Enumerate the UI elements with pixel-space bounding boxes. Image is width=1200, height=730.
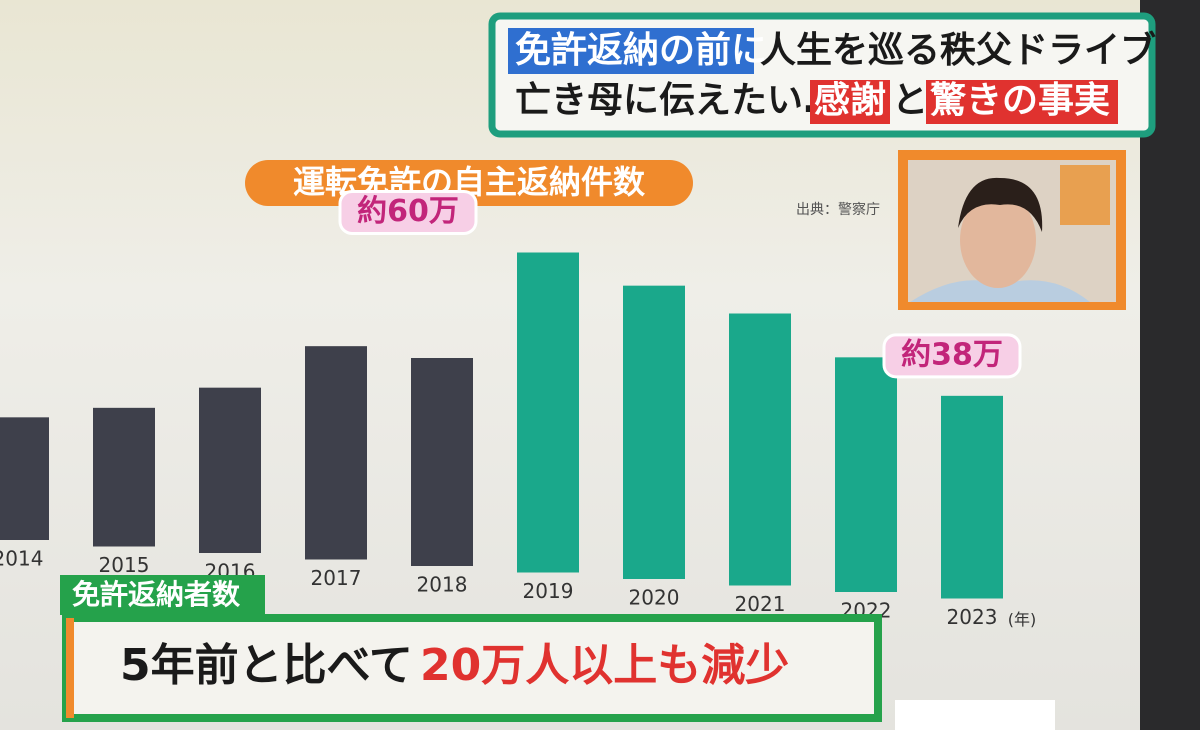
- headline-text: 免許返納の前に: [515, 30, 767, 71]
- x-tick-label: 2015: [99, 553, 150, 577]
- headline-text: 人生を巡る秩父ドライブ: [760, 29, 1156, 71]
- x-axis-label: (年): [1008, 610, 1037, 629]
- overlay: [895, 700, 1055, 730]
- caption-text: 20万人以上も減少: [420, 640, 789, 691]
- bar: [623, 285, 685, 579]
- bar: [729, 313, 791, 586]
- caption-text: 5年前と比べて: [120, 640, 413, 691]
- headline-text: 感謝: [814, 80, 886, 121]
- inset-person: [910, 280, 1090, 302]
- headline-highlight: [508, 28, 754, 74]
- caption-accent: [66, 618, 74, 718]
- caption-box: [62, 614, 882, 722]
- headline-text: と: [892, 80, 928, 121]
- headline-text: 亡き母に伝えたい…: [515, 80, 839, 121]
- caption-tag-text: 免許返納者数: [72, 578, 241, 611]
- headline-highlight: [926, 80, 1118, 124]
- value-label-bubble: [338, 190, 478, 235]
- x-tick-label: 2014: [0, 547, 43, 571]
- headline-text: 驚きの事実: [930, 80, 1110, 121]
- headline-highlight: [810, 80, 890, 124]
- value-label: 約38万: [901, 337, 1003, 372]
- x-tick-label: 2017: [311, 566, 362, 590]
- bar: [93, 407, 155, 547]
- x-tick-label: 2021: [735, 592, 786, 616]
- inset-person: [958, 177, 1043, 232]
- inset-photo: [1060, 165, 1110, 225]
- bar: [941, 395, 1003, 599]
- bar: [0, 417, 49, 540]
- bar: [517, 252, 579, 573]
- bar: [305, 346, 367, 560]
- bar: [411, 358, 473, 566]
- bar: [199, 387, 261, 553]
- bar: [835, 357, 897, 592]
- x-tick-label: 2023: [947, 605, 998, 629]
- source: 出典：警察庁: [796, 201, 880, 218]
- inset-person: [960, 192, 1036, 288]
- value-label-bubble: [882, 333, 1022, 379]
- x-tick-label: 2018: [417, 573, 468, 597]
- x-tick-label: 2019: [523, 579, 574, 603]
- x-tick-label: 2020: [629, 586, 680, 610]
- caption-tag: [60, 575, 265, 615]
- value-label: 約60万: [357, 194, 459, 229]
